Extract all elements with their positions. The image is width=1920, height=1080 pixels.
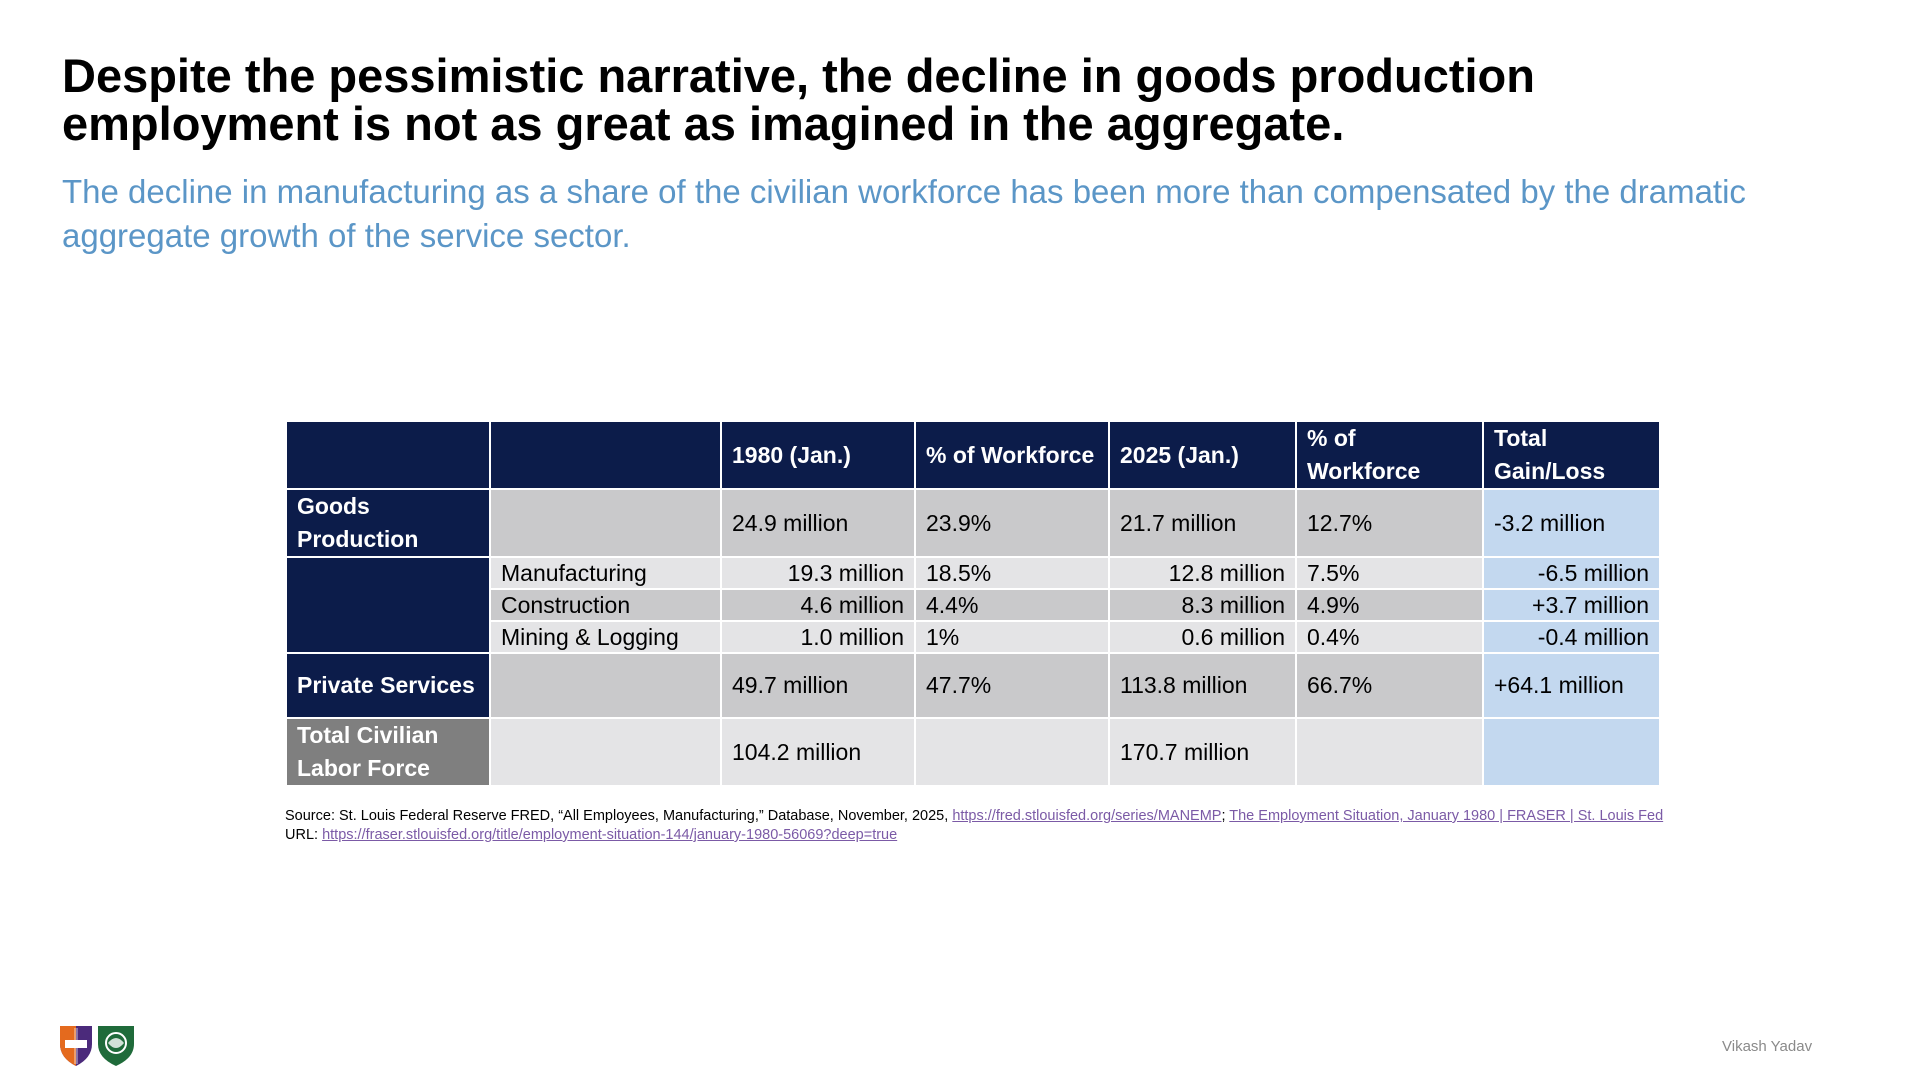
header-1980: 1980 (Jan.) bbox=[720, 420, 916, 490]
fraser-url-link[interactable]: https://fraser.stlouisfed.org/title/empl… bbox=[322, 827, 898, 843]
table-header-row: 1980 (Jan.) % of Workforce 2025 (Jan.) %… bbox=[285, 420, 1661, 490]
pct-2025: 4.9% bbox=[1295, 588, 1484, 622]
sub-row-label: Mining & Logging bbox=[489, 620, 722, 654]
fred-link[interactable]: https://fred.stlouisfed.org/series/MANEM… bbox=[952, 808, 1222, 824]
sub-row-label: Construction bbox=[489, 588, 722, 622]
empty-cell bbox=[1482, 717, 1661, 787]
logos bbox=[58, 1024, 138, 1068]
value-1980: 4.6 million bbox=[720, 588, 916, 622]
slide-title: Despite the pessimistic narrative, the d… bbox=[62, 49, 1535, 150]
seal-logo-icon bbox=[98, 1026, 134, 1066]
pct-1980: 4.4% bbox=[914, 588, 1110, 622]
pct-1980: 23.9% bbox=[914, 488, 1110, 558]
slide-subtitle: The decline in manufacturing as a share … bbox=[62, 173, 1746, 254]
value-1980: 24.9 million bbox=[720, 488, 916, 558]
header-change: Total Gain/Loss bbox=[1482, 420, 1661, 490]
empty-cell bbox=[1295, 717, 1484, 787]
empty-cell bbox=[489, 717, 722, 787]
row-label: Total Civilian Labor Force bbox=[285, 717, 491, 787]
pct-2025: 66.7% bbox=[1295, 652, 1484, 719]
pct-2025: 12.7% bbox=[1295, 488, 1484, 558]
header-2025: 2025 (Jan.) bbox=[1108, 420, 1297, 490]
pct-1980: 47.7% bbox=[914, 652, 1110, 719]
empty-category-cell bbox=[285, 556, 491, 654]
value-2025: 0.6 million bbox=[1108, 620, 1297, 654]
table-row-manufacturing: Manufacturing 19.3 million 18.5% 12.8 mi… bbox=[285, 556, 1661, 654]
pct-1980: 1% bbox=[914, 620, 1110, 654]
sub-row-label: Manufacturing bbox=[489, 556, 722, 590]
author-name: Vikash Yadav bbox=[1722, 1038, 1813, 1055]
shield-logo-icon bbox=[60, 1026, 134, 1066]
table-row-total: Total Civilian Labor Force 104.2 million… bbox=[285, 717, 1661, 787]
pct-2025: 0.4% bbox=[1295, 620, 1484, 654]
table-row-mining: Mining & Logging 1.0 million 1% 0.6 mill… bbox=[286, 620, 1661, 654]
value-2025: 21.7 million bbox=[1108, 488, 1297, 558]
empty-cell bbox=[914, 717, 1110, 787]
value-1980: 104.2 million bbox=[720, 717, 916, 787]
pct-2025: 7.5% bbox=[1295, 556, 1484, 590]
pct-1980: 18.5% bbox=[914, 556, 1110, 590]
value-1980: 1.0 million bbox=[720, 620, 916, 654]
row-label: Goods Production bbox=[285, 488, 491, 558]
value-2025: 113.8 million bbox=[1108, 652, 1297, 719]
change-value: -6.5 million bbox=[1482, 556, 1661, 590]
header-cell bbox=[285, 420, 491, 490]
table-row-construction: Construction 4.6 million 4.4% 8.3 millio… bbox=[286, 588, 1661, 622]
value-2025: 170.7 million bbox=[1108, 717, 1297, 787]
source-separator: ; bbox=[1221, 808, 1230, 824]
fraser-link[interactable]: The Employment Situation, January 1980 |… bbox=[1229, 808, 1664, 824]
value-2025: 12.8 million bbox=[1108, 556, 1297, 590]
change-value: -3.2 million bbox=[1482, 488, 1661, 558]
source-prefix: Source: St. Louis Federal Reserve FRED, … bbox=[285, 808, 953, 824]
empty-cell bbox=[489, 488, 722, 558]
source-note: Source: St. Louis Federal Reserve FRED, … bbox=[285, 807, 1665, 845]
change-value: +3.7 million bbox=[1482, 588, 1661, 622]
table-row-goods: Goods Production 24.9 million 23.9% 21.7… bbox=[285, 488, 1661, 558]
url-label: URL: bbox=[285, 827, 323, 843]
header-pct-1980: % of Workforce bbox=[914, 420, 1110, 490]
value-1980: 19.3 million bbox=[720, 556, 916, 590]
table-row-services: Private Services 49.7 million 47.7% 113.… bbox=[285, 652, 1661, 719]
change-value: -0.4 million bbox=[1482, 620, 1661, 654]
employment-table: 1980 (Jan.) % of Workforce 2025 (Jan.) %… bbox=[285, 420, 1661, 787]
row-label: Private Services bbox=[285, 652, 491, 719]
header-cell bbox=[489, 420, 722, 490]
header-pct-2025: % of Workforce bbox=[1295, 420, 1484, 490]
value-1980: 49.7 million bbox=[720, 652, 916, 719]
change-value: +64.1 million bbox=[1482, 652, 1661, 719]
empty-cell bbox=[489, 652, 722, 719]
value-2025: 8.3 million bbox=[1108, 588, 1297, 622]
